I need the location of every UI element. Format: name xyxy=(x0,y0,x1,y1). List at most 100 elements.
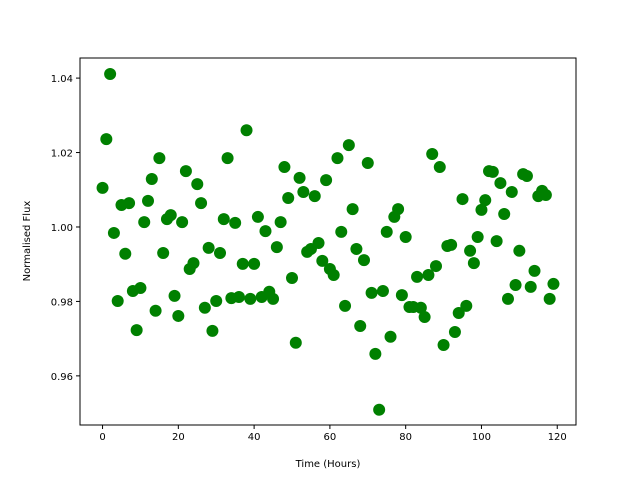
data-point xyxy=(221,152,234,165)
data-point xyxy=(282,191,295,204)
data-point xyxy=(198,301,211,314)
data-point xyxy=(528,264,541,277)
y-tick-label: 0.98 xyxy=(51,297,73,308)
data-point xyxy=(278,161,291,174)
data-point xyxy=(164,209,177,222)
y-tick-label: 0.96 xyxy=(51,372,73,383)
x-tick-label: 20 xyxy=(172,432,185,443)
y-tick-label: 1.04 xyxy=(51,74,73,85)
data-point xyxy=(206,324,219,337)
data-point xyxy=(426,148,439,161)
data-point xyxy=(335,225,348,238)
data-point xyxy=(395,289,408,302)
data-point xyxy=(130,324,143,337)
data-point xyxy=(308,190,321,203)
data-point xyxy=(248,257,261,270)
data-point xyxy=(513,244,526,257)
data-point xyxy=(339,299,352,312)
data-point xyxy=(498,207,511,220)
data-point xyxy=(437,338,450,351)
data-point xyxy=(490,235,503,248)
data-point xyxy=(376,285,389,298)
data-point xyxy=(524,280,537,293)
x-tick-label: 100 xyxy=(472,432,491,443)
data-point xyxy=(214,247,227,260)
data-point xyxy=(145,172,158,185)
data-point xyxy=(365,286,378,299)
data-point xyxy=(494,177,507,190)
data-point xyxy=(202,241,215,254)
data-point xyxy=(433,161,446,174)
data-point xyxy=(217,213,230,226)
data-point xyxy=(384,330,397,343)
data-point xyxy=(380,225,393,238)
x-tick-label: 120 xyxy=(548,432,567,443)
data-point xyxy=(134,282,147,295)
data-point xyxy=(274,216,287,229)
data-point xyxy=(240,124,253,137)
data-point xyxy=(176,216,189,229)
data-point xyxy=(539,188,552,201)
data-point xyxy=(232,290,245,303)
data-point xyxy=(187,257,200,270)
data-point xyxy=(149,304,162,317)
data-point xyxy=(104,68,117,81)
x-tick-label: 0 xyxy=(99,432,105,443)
data-point xyxy=(244,292,257,305)
data-point xyxy=(475,203,488,216)
data-point xyxy=(547,277,560,290)
data-point xyxy=(267,292,280,305)
data-point xyxy=(520,169,533,182)
x-tick-label: 60 xyxy=(324,432,337,443)
data-point xyxy=(369,347,382,360)
data-point xyxy=(251,210,264,223)
data-point xyxy=(460,299,473,312)
data-point xyxy=(411,270,424,283)
data-point xyxy=(399,231,412,244)
data-point xyxy=(354,319,367,332)
data-point xyxy=(179,165,192,178)
data-point xyxy=(320,174,333,187)
data-point xyxy=(286,271,299,284)
data-point xyxy=(464,244,477,257)
data-point xyxy=(357,254,370,267)
data-point xyxy=(373,403,386,416)
data-point xyxy=(350,242,363,255)
data-point xyxy=(414,301,427,314)
data-point xyxy=(342,139,355,152)
data-point xyxy=(505,185,518,198)
y-tick-label: 1.00 xyxy=(51,223,73,234)
data-point xyxy=(316,254,329,267)
data-point xyxy=(297,185,310,198)
data-point xyxy=(138,216,151,229)
data-point xyxy=(172,309,185,322)
data-point xyxy=(445,238,458,251)
data-point xyxy=(100,133,113,146)
data-point xyxy=(107,226,120,239)
data-point xyxy=(361,156,374,169)
data-point xyxy=(467,257,480,270)
plot-frame xyxy=(79,57,577,426)
data-point xyxy=(210,295,223,308)
data-point xyxy=(392,203,405,216)
data-point xyxy=(422,268,435,281)
data-point xyxy=(157,247,170,260)
data-point xyxy=(236,257,249,270)
data-point xyxy=(456,193,469,206)
data-point xyxy=(293,171,306,184)
data-point xyxy=(452,306,465,319)
data-point xyxy=(195,197,208,210)
data-point xyxy=(142,194,155,207)
data-point xyxy=(346,203,359,216)
data-point xyxy=(259,225,272,238)
data-point xyxy=(270,241,283,254)
data-point xyxy=(289,336,302,349)
data-point xyxy=(191,178,204,191)
data-point xyxy=(229,216,242,229)
data-point xyxy=(331,152,344,165)
data-point xyxy=(509,279,522,292)
data-point xyxy=(418,311,431,324)
data-point xyxy=(96,181,109,194)
y-axis-label: Normalised Flux xyxy=(22,201,33,282)
data-point xyxy=(486,165,499,178)
